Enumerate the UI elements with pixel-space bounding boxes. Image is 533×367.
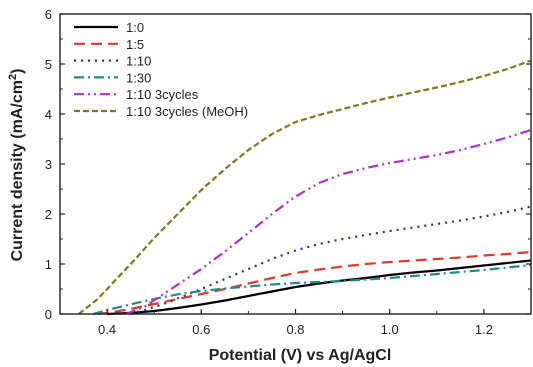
y-tick-label: 0 xyxy=(45,307,52,322)
x-tick-label: 1.0 xyxy=(381,322,399,337)
x-tick-label: 1.2 xyxy=(475,322,493,337)
y-tick-label: 5 xyxy=(45,57,52,72)
y-tick-label: 2 xyxy=(45,207,52,222)
x-axis-label: Potential (V) vs Ag/AgCl xyxy=(209,347,392,364)
series-line-1-5 xyxy=(97,250,532,316)
legend-label: 1:10 3cycles xyxy=(126,87,199,102)
y-axis-label-superscript: 2 xyxy=(7,74,19,80)
y-tick-label: 6 xyxy=(45,7,52,22)
y-tick-label: 4 xyxy=(45,107,52,122)
legend-label: 1:5 xyxy=(126,37,144,52)
y-axis-label-main: Current density (mA/cm xyxy=(9,80,26,261)
y-tick-label: 1 xyxy=(45,257,52,272)
y-axis-label-tail: ) xyxy=(9,69,26,74)
x-tick-label: 0.8 xyxy=(286,322,304,337)
legend-label: 1:10 xyxy=(126,54,151,69)
legend-label: 1:30 xyxy=(126,70,151,85)
x-tick-label: 0.4 xyxy=(98,322,116,337)
legend-label: 1:10 3cycles (MeOH) xyxy=(126,104,248,119)
y-tick-label: 3 xyxy=(45,157,52,172)
series-lines xyxy=(78,59,532,316)
series-line-1-30 xyxy=(92,263,532,316)
series-line-1-0 xyxy=(107,259,532,316)
series-line-1-10-3cycles xyxy=(125,128,532,316)
legend-label: 1:0 xyxy=(126,20,144,35)
y-axis-ticks: 0 1 2 3 4 5 6 xyxy=(45,7,531,322)
x-tick-label: 0.6 xyxy=(192,322,210,337)
series-line-1-10-3cycles-meoh- xyxy=(78,59,532,315)
y-axis-label: Current density (mA/cm2) xyxy=(7,69,26,262)
series-line-1-10 xyxy=(130,205,532,316)
x-axis-ticks: 0.4 0.6 0.8 1.0 1.2 xyxy=(59,309,532,337)
legend: 1:0 1:5 1:101:30 1:10 3cycles 1:10 3cycles (… xyxy=(74,20,248,119)
